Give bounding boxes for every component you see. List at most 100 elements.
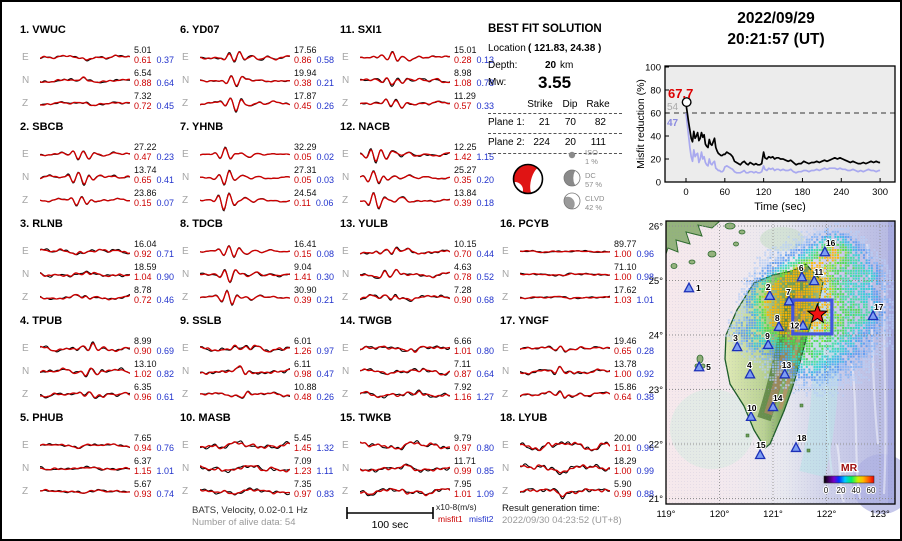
map-station-triangle bbox=[783, 294, 795, 306]
y-tick-label: 100 bbox=[645, 63, 661, 74]
map-station-number: 10 bbox=[747, 403, 757, 413]
misfit1-value: 0.78 bbox=[454, 272, 472, 282]
trace-values: 11.71 0.99 0.85 bbox=[454, 456, 494, 476]
lat-tick-label: 21° bbox=[649, 494, 664, 505]
trace-amplitude: 20.00 bbox=[614, 433, 637, 443]
misfit1-value: 0.92 bbox=[134, 249, 152, 259]
trace-waveform bbox=[40, 443, 130, 450]
misfit2-value: 0.18 bbox=[476, 198, 495, 208]
component-row: E 12.25 1.42 1.15 bbox=[340, 142, 498, 166]
trace-waveform bbox=[40, 341, 130, 353]
mr-colorbar-tick: 60 bbox=[867, 486, 876, 495]
misfit1-curve bbox=[685, 103, 881, 166]
trace-values: 24.54 0.11 0.06 bbox=[294, 188, 333, 208]
misfit1-value: 0.47 bbox=[134, 152, 152, 162]
trace-values: 18.29 1.00 0.99 bbox=[614, 456, 654, 476]
trace-values: 5.67 0.93 0.74 bbox=[134, 479, 174, 499]
map-station-triangle bbox=[764, 289, 776, 301]
trace-amplitude: 30.90 bbox=[294, 285, 317, 295]
trace-waveform bbox=[360, 192, 450, 210]
trace-amplitude: 27.31 bbox=[294, 165, 317, 175]
clvd-icon bbox=[563, 192, 581, 210]
plane2-dip: 20 bbox=[564, 137, 576, 148]
trace-waveform bbox=[40, 391, 130, 399]
mw-row: Mw: 3.55 bbox=[488, 73, 571, 92]
component-row: E 20.00 1.01 0.96 bbox=[500, 433, 658, 457]
misfit1-value: 0.35 bbox=[454, 175, 472, 185]
trace-amplitude: 7.65 bbox=[134, 433, 152, 443]
misfit1-value: 1.16 bbox=[454, 392, 472, 402]
component-label: Z bbox=[342, 486, 349, 497]
trace-waveform bbox=[360, 463, 450, 473]
misfit2-value: 0.28 bbox=[636, 346, 655, 356]
component-label: N bbox=[342, 463, 350, 474]
misfit1-value: 0.94 bbox=[134, 443, 152, 453]
misfit1-value: 0.38 bbox=[294, 78, 312, 88]
misfit2-value: 0.38 bbox=[636, 392, 655, 402]
component-row: N 25.27 0.35 0.20 bbox=[340, 165, 498, 189]
plane1-strike: 21 bbox=[538, 117, 550, 128]
component-row: N 6.11 0.98 0.47 bbox=[180, 359, 338, 383]
iso-label: ISO bbox=[585, 148, 598, 157]
trace-values: 7.28 0.90 0.68 bbox=[454, 285, 494, 305]
misfit1-value: 1.01 bbox=[614, 443, 632, 453]
station-block: 1. VWUC E 5.01 0.61 0.37 N 6.54 0.88 0.64 Z 7.32 0.… bbox=[20, 24, 178, 121]
component-label: Z bbox=[22, 292, 29, 303]
trace-amplitude: 19.46 bbox=[614, 336, 637, 346]
misfit2-value: 0.26 bbox=[316, 101, 335, 111]
component-row: Z 24.54 0.11 0.06 bbox=[180, 188, 338, 212]
trace-values: 89.77 1.00 0.96 bbox=[614, 239, 654, 259]
component-label: N bbox=[342, 75, 350, 86]
misfit2-value: 0.33 bbox=[476, 101, 495, 111]
trace-waveform bbox=[520, 441, 610, 452]
component-label: Z bbox=[342, 98, 349, 109]
trace-values: 19.46 0.65 0.28 bbox=[614, 336, 654, 356]
component-label: Z bbox=[502, 292, 509, 303]
trace-values: 13.74 0.65 0.41 bbox=[134, 165, 174, 185]
misfit1-value: 1.42 bbox=[454, 152, 472, 162]
misfit1-value: 0.72 bbox=[134, 101, 152, 111]
trace-values: 7.11 0.87 0.64 bbox=[454, 359, 494, 379]
location-row: Location ( 121.83, 24.38 ) bbox=[488, 43, 601, 54]
trace-waveform bbox=[200, 51, 290, 63]
map-station-number: 18 bbox=[797, 433, 807, 443]
trace-amplitude: 89.77 bbox=[614, 239, 637, 249]
trace-amplitude: 17.62 bbox=[614, 285, 637, 295]
trace-values: 7.32 0.72 0.45 bbox=[134, 91, 174, 111]
trace-values: 10.15 0.70 0.44 bbox=[454, 239, 494, 259]
trace-amplitude: 15.01 bbox=[454, 45, 477, 55]
start-marker bbox=[681, 97, 692, 108]
trace-values: 17.56 0.86 0.58 bbox=[294, 45, 334, 65]
component-row: E 8.99 0.90 0.69 bbox=[20, 336, 178, 360]
component-label: N bbox=[342, 366, 350, 377]
component-label: Z bbox=[502, 486, 509, 497]
station-block: 9. SSLB E 6.01 1.26 0.97 N 6.11 0.98 0.47 Z 10.88 0… bbox=[180, 315, 338, 412]
table-divider bbox=[488, 113, 622, 114]
plane1-label: Plane 1: bbox=[488, 117, 525, 128]
misfit2-value: 0.26 bbox=[316, 392, 335, 402]
component-label: N bbox=[22, 172, 30, 183]
plane2-label: Plane 2: bbox=[488, 137, 525, 148]
trace-waveform bbox=[360, 50, 450, 62]
lon-tick-label: 121° bbox=[763, 509, 783, 520]
misfit2-value: 0.44 bbox=[476, 249, 495, 259]
misfit2-value: 0.99 bbox=[636, 466, 655, 476]
station-title: 18. LYUB bbox=[500, 412, 548, 424]
trace-values: 10.88 0.48 0.26 bbox=[294, 382, 334, 402]
misfit1-value: 1.00 bbox=[614, 272, 632, 282]
trace-amplitude: 16.41 bbox=[294, 239, 317, 249]
misfit1-value: 0.65 bbox=[134, 175, 152, 185]
station-block: 5. PHUB E 7.65 0.94 0.76 N 6.37 1.15 1.01 Z 5.67 0.… bbox=[20, 412, 178, 509]
clvd-label: CLVD bbox=[585, 194, 605, 203]
component-label: E bbox=[22, 149, 29, 160]
map-station-triangle bbox=[754, 448, 766, 460]
trace-values: 16.04 0.92 0.71 bbox=[134, 239, 174, 259]
component-row: N 27.31 0.05 0.03 bbox=[180, 165, 338, 189]
component-row: N 18.29 1.00 0.99 bbox=[500, 456, 658, 480]
station-title: 17. YNGF bbox=[500, 315, 549, 327]
lat-tick-label: 24° bbox=[649, 331, 664, 342]
station-title: 6. YD07 bbox=[180, 24, 220, 36]
trace-amplitude: 9.04 bbox=[294, 262, 312, 272]
